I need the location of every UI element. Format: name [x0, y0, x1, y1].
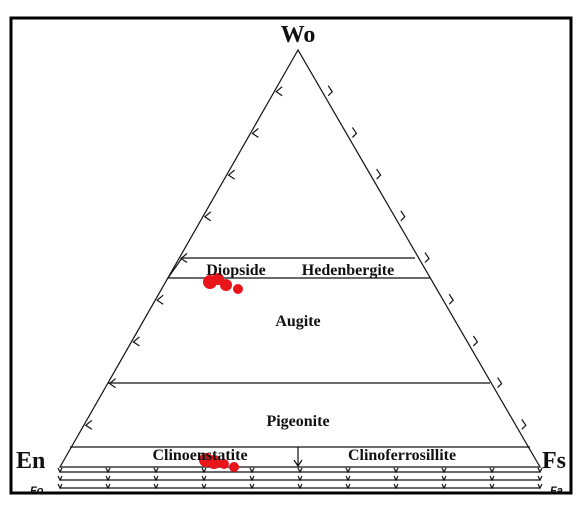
olivine-tick [297, 467, 303, 474]
field-label: Pigeonite [266, 413, 329, 430]
side-tick [84, 419, 93, 430]
olivine-tick [201, 467, 207, 474]
olivine-tick [489, 483, 495, 490]
olivine-tick [441, 467, 447, 474]
field-label: Augite [275, 313, 320, 330]
side-tick [251, 127, 259, 138]
olivine-tick [489, 467, 495, 474]
side-tick [400, 210, 406, 222]
olivine-tick [57, 483, 63, 490]
triangle [58, 48, 542, 468]
side-tick [521, 418, 527, 430]
field-label: Clinoferrosillite [348, 447, 456, 464]
olivine-tick [297, 483, 303, 490]
side-tick [108, 378, 116, 389]
olivine-tick [249, 483, 255, 490]
decorations [57, 85, 543, 490]
olivine-tick [345, 475, 351, 482]
olivine-tick [105, 483, 111, 490]
field-line [167, 257, 183, 279]
olivine-tick [345, 483, 351, 490]
olivine-tick [249, 467, 255, 474]
olivine-tick [201, 483, 207, 490]
side-tick [156, 294, 164, 305]
olivine-tick [57, 475, 63, 482]
field-label: Diopside [206, 262, 266, 279]
olivine-tick [441, 475, 447, 482]
olivine-label: Fo [30, 485, 44, 497]
olivine-tick [105, 475, 111, 482]
olivine-tick [249, 475, 255, 482]
side-tick [179, 253, 188, 263]
side-tick [203, 211, 212, 222]
side-tick [351, 127, 358, 138]
field-arrow [293, 459, 303, 468]
frame [9, 16, 573, 495]
side-tick [132, 336, 140, 347]
sample-dot [207, 455, 221, 469]
sample-dot [220, 279, 232, 291]
olivine-tick [57, 467, 63, 474]
olivine-tick [105, 467, 111, 474]
side-tick [376, 168, 382, 180]
vertex-label: Wo [281, 22, 316, 48]
side-tick [327, 85, 333, 97]
olivine-tick [297, 475, 303, 482]
olivine-label: Fa [550, 485, 563, 497]
olivine-tick [153, 475, 159, 482]
side-tick [227, 169, 235, 180]
field-label: Clinoenstatite [152, 447, 247, 464]
side-tick [275, 86, 283, 97]
field-label: Hedenbergite [302, 262, 394, 279]
olivine-tick [441, 483, 447, 490]
olivine-tick [345, 467, 351, 474]
sample-dot [219, 459, 229, 469]
vertex-label: En [16, 448, 45, 474]
samples [199, 273, 243, 472]
olivine-tick [537, 475, 543, 482]
olivine-tick [153, 483, 159, 490]
side-tick [448, 293, 454, 305]
olivine-tick [489, 475, 495, 482]
olivine-tick [537, 467, 543, 474]
olivine-tick [537, 483, 543, 490]
olivine-tick [393, 475, 399, 482]
olivine-tick [153, 467, 159, 474]
olivine-tick [201, 475, 207, 482]
vertex-label: Fs [542, 448, 566, 474]
olivine-tick [393, 483, 399, 490]
side-tick [424, 252, 430, 263]
side-tick [472, 335, 479, 347]
sample-dot [233, 284, 243, 294]
sample-dot [229, 462, 239, 472]
olivine-tick [393, 467, 399, 474]
side-tick [497, 377, 503, 389]
